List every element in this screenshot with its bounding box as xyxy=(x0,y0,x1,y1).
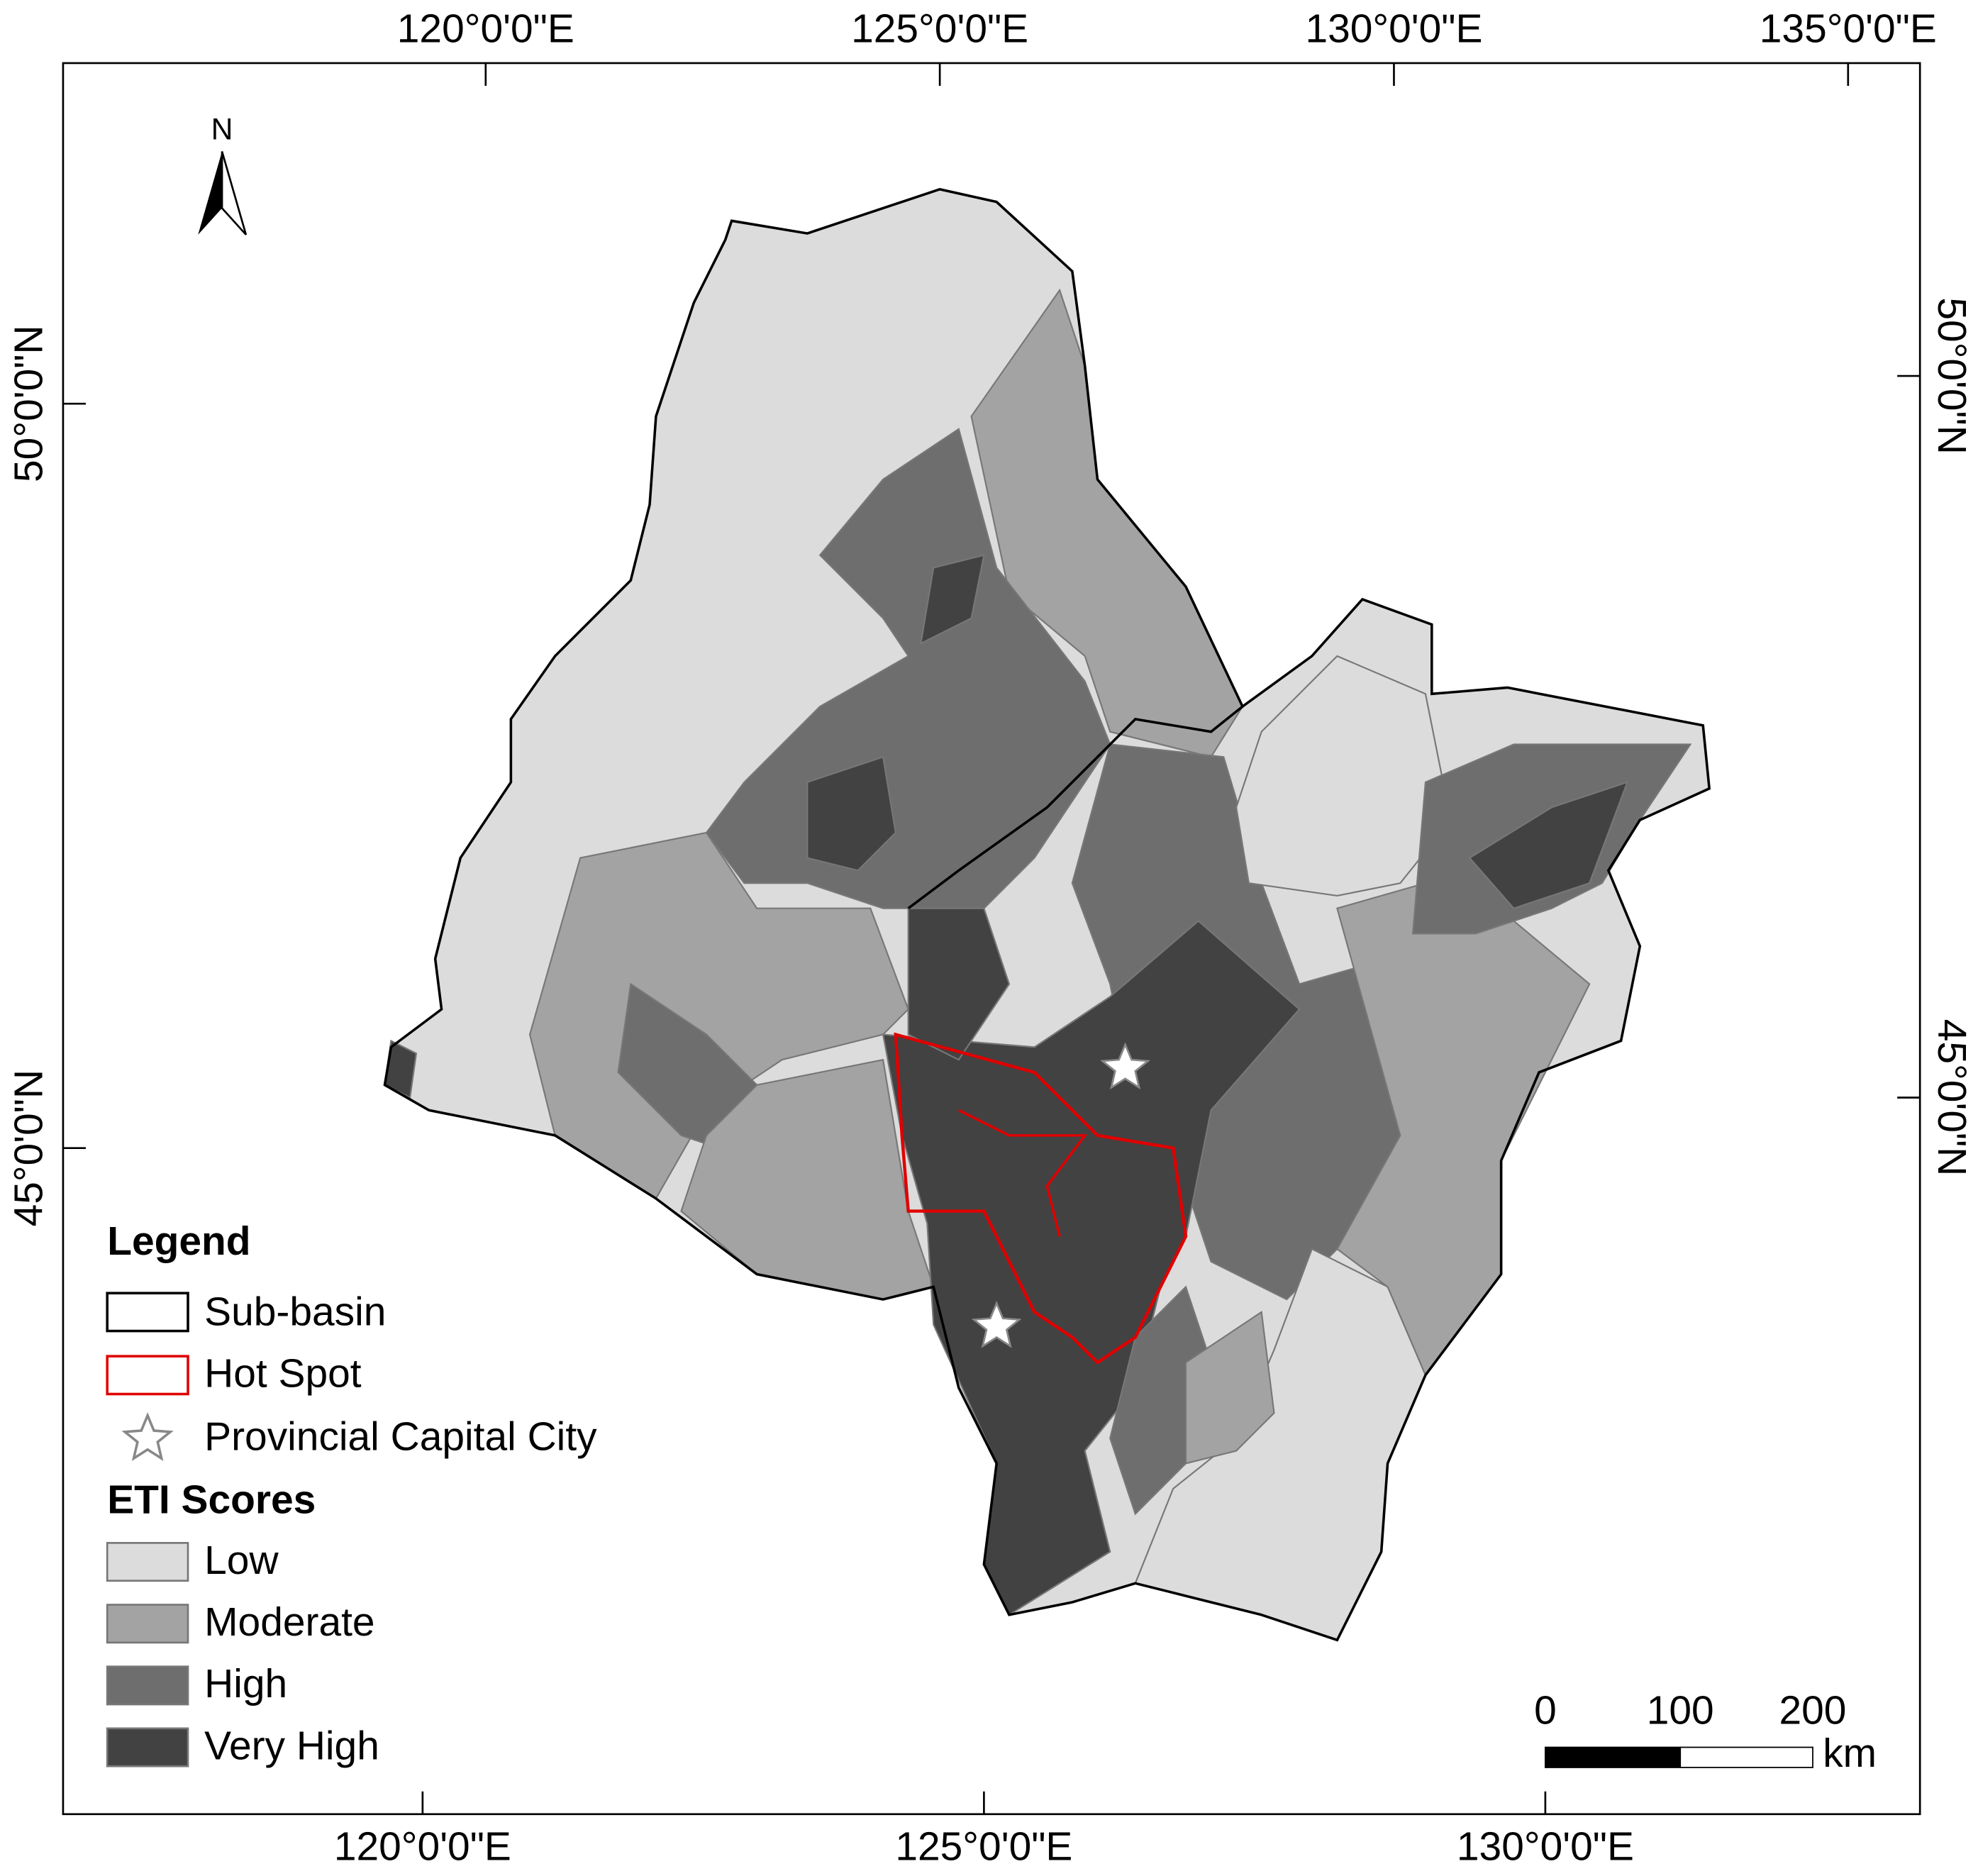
legend-title: Legend xyxy=(107,1219,250,1264)
scale-label: 100 xyxy=(1647,1688,1714,1733)
graticule-label: 50°0'0"N xyxy=(1929,297,1974,455)
scale-bar: 0 100 200 km xyxy=(1534,1688,1877,1776)
legend: Legend Sub-basin Hot Spot Provincial Cap… xyxy=(106,1219,597,1768)
graticule-label: 50°0'0"N xyxy=(6,325,51,482)
legend-swatch xyxy=(106,1727,189,1767)
legend-label: Provincial Capital City xyxy=(204,1414,597,1460)
legend-swatch xyxy=(106,1604,189,1644)
basin xyxy=(383,187,1711,1642)
map-frame xyxy=(62,62,1921,1816)
hot-spot xyxy=(894,1032,1188,1365)
hot-spot xyxy=(958,1109,1088,1237)
legend-subtitle: ETI Scores xyxy=(107,1477,316,1522)
graticule-label: 130°0'0"E xyxy=(1305,6,1482,52)
graticule-label: 125°0'0"E xyxy=(895,1824,1072,1870)
scale-label: 200 xyxy=(1779,1688,1847,1733)
region xyxy=(528,831,909,1200)
graticule-label: 135°0'0"E xyxy=(1760,6,1937,52)
north-label: N xyxy=(211,112,233,146)
legend-label: High xyxy=(204,1661,287,1706)
region xyxy=(920,554,985,645)
legend-swatch xyxy=(106,1665,189,1706)
legend-label: Sub-basin xyxy=(204,1289,386,1334)
legend-label: Low xyxy=(204,1538,279,1583)
capital-star xyxy=(971,1300,1022,1348)
capital-star xyxy=(1100,1042,1151,1090)
legend-star xyxy=(121,1412,174,1462)
graticule-label: 120°0'0"E xyxy=(334,1824,511,1870)
region xyxy=(882,920,1301,1616)
legend-label: Very High xyxy=(204,1723,379,1768)
graticule-label: 125°0'0"E xyxy=(851,6,1028,52)
region xyxy=(1184,1311,1275,1465)
basin-outline xyxy=(383,187,1711,1642)
legend-swatch xyxy=(106,1542,189,1582)
sub-basin-boundary xyxy=(907,705,1244,910)
legend-swatch xyxy=(106,1292,189,1333)
graticule-label: 120°0'0"E xyxy=(397,6,574,52)
region xyxy=(1468,781,1629,909)
legend-label: Hot Spot xyxy=(204,1351,362,1397)
region xyxy=(1235,655,1452,897)
scale-segment xyxy=(1545,1746,1682,1768)
scale-segment xyxy=(1679,1746,1813,1768)
scale-unit: km xyxy=(1823,1731,1877,1776)
graticule-label: 130°0'0"E xyxy=(1457,1824,1634,1870)
graticule-label: 45°0'0"N xyxy=(6,1070,51,1227)
legend-label: Moderate xyxy=(204,1599,374,1645)
graticule-label: 45°0'0"N xyxy=(1929,1019,1974,1177)
legend-swatch xyxy=(106,1355,189,1396)
region xyxy=(907,907,1011,1061)
region xyxy=(806,755,897,872)
arrow-right xyxy=(221,151,248,235)
scale-label: 0 xyxy=(1534,1688,1557,1733)
